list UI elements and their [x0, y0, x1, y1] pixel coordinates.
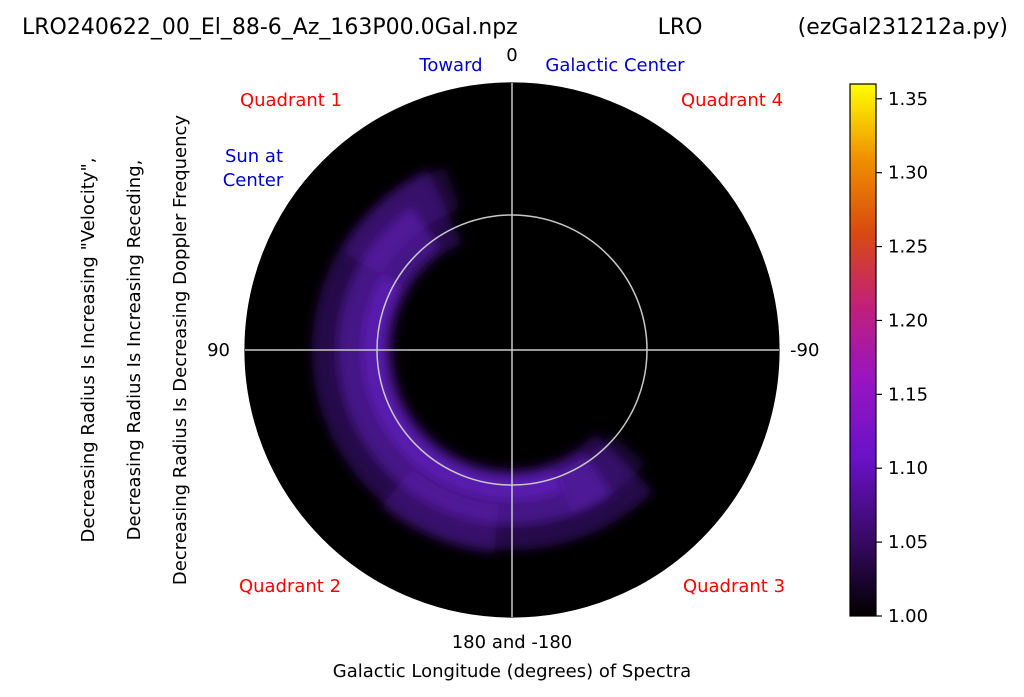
sun-at-label: Sun at [225, 146, 283, 167]
quadrant-2-label: Quadrant 2 [239, 576, 341, 597]
quadrant-3-label: Quadrant 3 [683, 576, 785, 597]
emission-layer [312, 166, 654, 555]
emission-core [362, 275, 564, 500]
colorbar-tick-label: 1.25 [888, 237, 928, 258]
ylabel-line-2: Decreasing Radius Is Increasing Receding… [124, 160, 145, 541]
station-title: LRO [658, 15, 703, 40]
emission-spur-q1 [343, 166, 461, 275]
angle-label-minus90: -90 [790, 340, 819, 361]
xlabel-line-2: Galactic Longitude (degrees) of Spectra [333, 661, 691, 682]
sun-radius-circle [376, 214, 648, 486]
xlabel-line-1: 180 and -180 [452, 632, 573, 653]
colorbar-tick-label: 1.35 [888, 89, 928, 110]
colorbar-ticks: 1.00 1.05 1.10 1.15 1.20 1.25 1.30 1.35 [876, 89, 928, 627]
galactic-center-label: Galactic Center [545, 55, 685, 76]
colorbar-tick-label: 1.05 [888, 532, 928, 553]
angle-label-90: 90 [207, 340, 230, 361]
ylabel-line-3: Decreasing Radius Is Decreasing Doppler … [170, 115, 191, 585]
colorbar-tick-label: 1.15 [888, 384, 928, 405]
colorbar-tick-label: 1.20 [888, 310, 928, 331]
colorbar [849, 83, 877, 617]
program-title: (ezGal231212a.py) [798, 15, 1008, 40]
angle-label-0: 0 [506, 45, 517, 66]
colorbar-tick-label: 1.00 [888, 606, 928, 627]
emission-spur-q3 [556, 433, 647, 515]
file-name-title: LRO240622_00_El_88-6_Az_163P00.0Gal.npz [22, 15, 518, 40]
colorbar-tick-label: 1.10 [888, 458, 928, 479]
ylabel-line-1: Decreasing Radius Is Increasing "Velocit… [78, 158, 99, 543]
quadrant-4-label: Quadrant 4 [681, 90, 783, 111]
toward-label: Toward [418, 55, 482, 76]
colorbar-tick-label: 1.30 [888, 163, 928, 184]
center-label: Center [223, 170, 284, 191]
quadrant-1-label: Quadrant 1 [240, 90, 342, 111]
emission-spur-q2 [380, 468, 499, 555]
